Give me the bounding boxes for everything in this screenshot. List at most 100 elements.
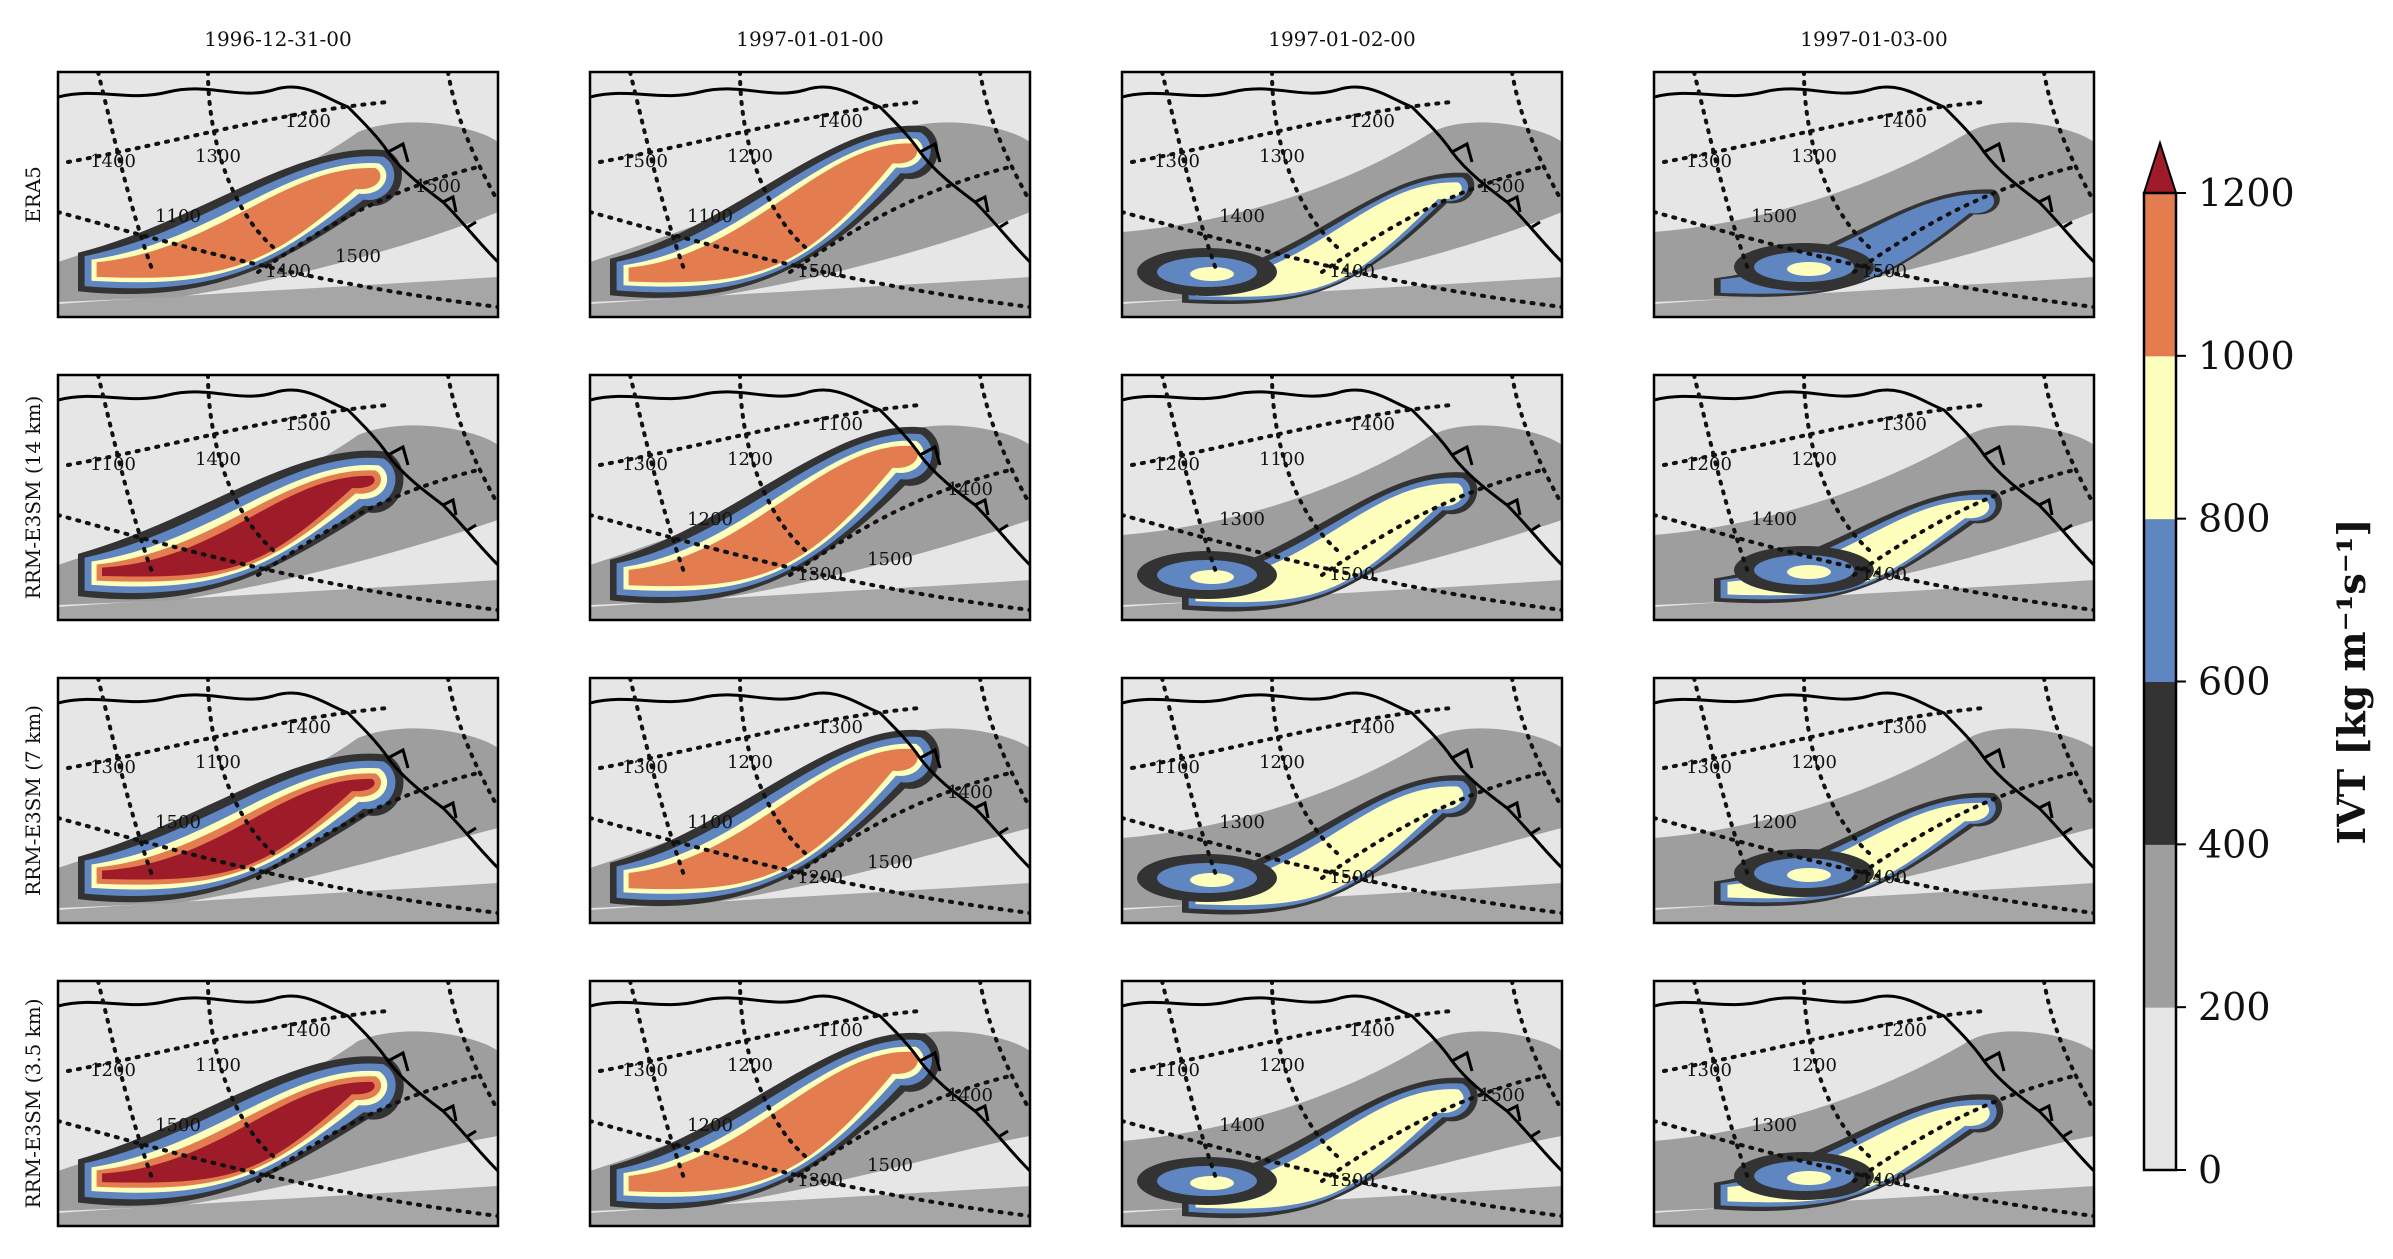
ivt-level-1200 (102, 475, 375, 577)
map-panel: 1500 1200 1400 1100 1500 (588, 70, 1032, 319)
panel-frame (1652, 676, 2096, 925)
pressure-contour (1802, 72, 1871, 249)
contour-label: 1400 (947, 1085, 993, 1106)
pressure-contour (1160, 678, 1219, 880)
panel-frame (1652, 373, 2096, 622)
contour-label: 1200 (285, 111, 331, 132)
contour-label: 1300 (1791, 146, 1837, 167)
contour-label: 1300 (1219, 509, 1265, 530)
colorbar-tick-label: 200 (2198, 985, 2271, 1029)
contour-label: 1100 (687, 812, 733, 833)
map-panel: 1200 1200 1300 1400 1400 (1652, 373, 2096, 622)
pressure-contour (2042, 678, 2094, 810)
pressure-contour (788, 165, 1012, 274)
pressure-contour (446, 678, 498, 810)
contour-label: 1500 (335, 246, 381, 267)
contour-label: 1400 (1219, 206, 1265, 227)
colorbar-extend (2142, 139, 2178, 194)
row-label: ERA5 (21, 166, 45, 223)
pressure-contour (1852, 771, 2076, 880)
pressure-contour (1654, 513, 2094, 612)
pressure-contour (206, 375, 275, 552)
pressure-contour (978, 678, 1030, 810)
contour-label: 1300 (1881, 414, 1927, 435)
colorbar-tick-label: 1200 (2198, 171, 2295, 215)
pressure-contour (1802, 981, 1871, 1158)
contour-label: 1300 (1154, 151, 1200, 172)
colorbar-segment (2144, 681, 2176, 845)
contour-label: 1200 (687, 509, 733, 530)
pressure-contour (598, 1009, 922, 1073)
contour-label: 1500 (1329, 867, 1375, 888)
ivt-level-1000 (628, 748, 918, 890)
contour-label: 1500 (622, 151, 668, 172)
panel-frame (1120, 373, 1564, 622)
pressure-contour (1510, 678, 1562, 810)
pressure-contour (1510, 72, 1562, 204)
map-panel: 1300 1300 1400 1500 1500 (1652, 70, 2096, 319)
map-panel: 1300 1200 1300 1100 1200 1400 1500 (588, 676, 1032, 925)
map-panel: 1300 1200 1200 1300 1400 (1652, 979, 2096, 1228)
pressure-contour (738, 981, 807, 1158)
pressure-contour (446, 72, 498, 204)
pressure-contour (96, 375, 155, 577)
pressure-contour (1692, 375, 1751, 577)
contour-label: 1500 (1329, 564, 1375, 585)
pressure-contour (598, 706, 922, 770)
pressure-contour (788, 1074, 1012, 1183)
row-label: RRM-E3SM (14 km) (21, 396, 45, 600)
contour-label: 1100 (817, 1020, 863, 1041)
contour-label: 1200 (727, 752, 773, 773)
pressure-contour (1270, 375, 1339, 552)
contour-label: 1300 (1686, 1060, 1732, 1081)
pressure-contour (1692, 678, 1751, 880)
pressure-contour (590, 513, 1030, 612)
column-title: 1996-12-31-00 (204, 27, 352, 51)
pressure-contour (1852, 165, 2076, 274)
pressure-contour (1662, 1009, 1986, 1073)
colorbar-segment (2144, 193, 2176, 357)
contour-label: 1400 (1329, 261, 1375, 282)
pressure-contour (96, 678, 155, 880)
contour-label: 1300 (622, 1060, 668, 1081)
pressure-contour (788, 771, 1012, 880)
pressure-contour (1160, 981, 1219, 1183)
pressure-contour (1852, 468, 2076, 577)
row-label: RRM-E3SM (7 km) (21, 705, 45, 896)
contour-label: 1200 (1881, 1020, 1927, 1041)
contour-label: 1300 (1219, 812, 1265, 833)
contour-label: 1200 (727, 146, 773, 167)
pressure-contour (598, 403, 922, 467)
contour-label: 1400 (1219, 1115, 1265, 1136)
pressure-contour (2042, 375, 2094, 507)
contour-label: 1300 (1329, 1170, 1375, 1191)
contour-label: 1400 (90, 151, 136, 172)
map-panel: 1400 1300 1200 1100 1400 1500 1500 (56, 70, 500, 319)
pressure-contour (1122, 816, 1562, 915)
contour-label: 1500 (155, 1115, 201, 1136)
pressure-contour (1122, 513, 1562, 612)
ivt-level-1200 (102, 778, 375, 880)
column-title: 1997-01-02-00 (1268, 27, 1416, 51)
colorbar-tick-label: 800 (2198, 497, 2271, 541)
contour-label: 1400 (1349, 1020, 1395, 1041)
map-panel: 1300 1100 1400 1500 (56, 676, 500, 925)
pressure-contour (66, 403, 390, 467)
colorbar-tick-label: 600 (2198, 660, 2271, 704)
contour-label: 1200 (727, 449, 773, 470)
pressure-contour (978, 375, 1030, 507)
contour-label: 1200 (1259, 1055, 1305, 1076)
contour-label: 1200 (797, 867, 843, 888)
pressure-contour (628, 981, 687, 1183)
pressure-contour (1510, 981, 1562, 1113)
contour-label: 1300 (1881, 717, 1927, 738)
contour-label: 1300 (622, 454, 668, 475)
pressure-contour (58, 513, 498, 612)
contour-label: 1500 (285, 414, 331, 435)
panel-frame (1120, 676, 1564, 925)
contour-label: 1400 (1881, 111, 1927, 132)
panel-grid: 1400 1300 1200 1100 1400 1500 1500 1500 1200 1400… (56, 70, 2096, 1228)
contour-label: 1200 (687, 1115, 733, 1136)
pressure-contour (66, 706, 390, 770)
